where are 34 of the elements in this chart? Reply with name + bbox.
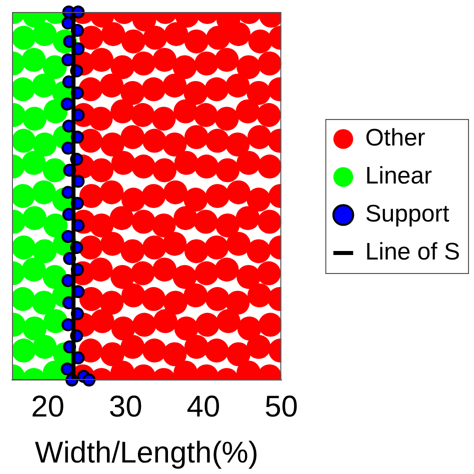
point <box>12 184 35 208</box>
point <box>22 48 46 72</box>
point <box>32 180 56 204</box>
x-tick-label: 40 <box>186 390 220 424</box>
x-tick-label: 30 <box>108 390 142 424</box>
point <box>32 290 56 315</box>
point <box>42 55 67 80</box>
point <box>12 26 36 50</box>
point <box>12 287 35 312</box>
point <box>22 258 46 282</box>
point <box>32 74 56 98</box>
point <box>22 206 47 230</box>
point <box>22 150 46 175</box>
point <box>22 316 47 340</box>
point <box>42 158 67 182</box>
point <box>12 236 36 260</box>
legend-label: Line of S <box>365 238 460 266</box>
x-axis-title: Width/Length(%) <box>34 436 258 470</box>
point <box>12 338 36 363</box>
point <box>82 374 96 386</box>
point <box>32 334 57 359</box>
x-tick-label: 50 <box>264 390 298 424</box>
legend-label: Other <box>365 124 426 152</box>
point <box>12 128 36 153</box>
x-tick-label: 20 <box>31 390 64 424</box>
point <box>32 132 57 156</box>
point <box>32 22 57 46</box>
point <box>22 106 47 131</box>
point <box>32 239 57 264</box>
point <box>12 77 35 102</box>
point <box>44 99 68 124</box>
legend-label: Linear <box>365 162 432 190</box>
legend-label: Support <box>365 200 450 228</box>
point <box>44 213 68 238</box>
